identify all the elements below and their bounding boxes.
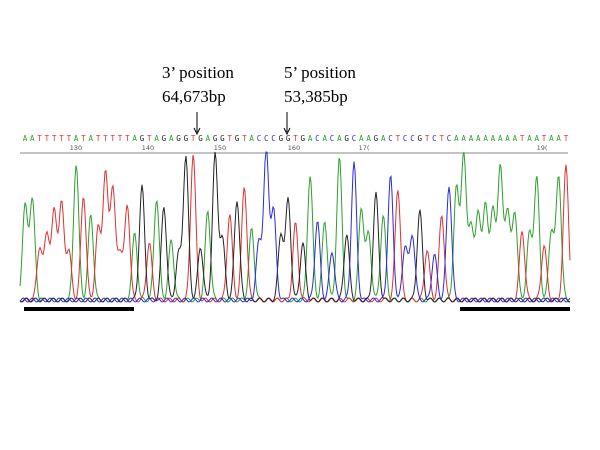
base-call: G [140, 134, 145, 143]
base-call: T [520, 134, 525, 143]
base-call: C [271, 134, 276, 143]
base-call: T [147, 134, 152, 143]
base-call: A [381, 134, 386, 143]
arrow-head [283, 127, 291, 136]
ruler-label: 130 [70, 144, 82, 152]
base-call: T [425, 134, 430, 143]
base-call: A [461, 134, 466, 143]
base-call: A [556, 134, 561, 143]
base-call: C [257, 134, 262, 143]
base-call: A [23, 134, 28, 143]
base-call: T [439, 134, 444, 143]
trace [19, 151, 571, 303]
base-call: T [242, 134, 247, 143]
annotation-value: 64,673bp [162, 87, 226, 106]
base-call: A [505, 134, 510, 143]
base-call: G [418, 134, 423, 143]
base-call: C [264, 134, 269, 143]
base-call: T [96, 134, 101, 143]
base-call: T [103, 134, 108, 143]
base-call: A [206, 134, 211, 143]
base-call: T [191, 134, 196, 143]
base-call: C [315, 134, 320, 143]
base-call: G [344, 134, 349, 143]
ruler-label: 17( [359, 144, 370, 152]
base-call: A [89, 134, 94, 143]
base-call: G [176, 134, 181, 143]
base-call: T [125, 134, 130, 143]
base-call: G [213, 134, 218, 143]
ruler-label: 19( [537, 144, 548, 152]
base-call: A [476, 134, 481, 143]
arrow-head [193, 127, 201, 136]
base-call: A [337, 134, 342, 143]
base-call: A [74, 134, 79, 143]
base-call: A [366, 134, 371, 143]
base-call: A [513, 134, 518, 143]
base-call: A [249, 134, 254, 143]
base-call: G [279, 134, 284, 143]
annotation-label: 5’ position [284, 63, 356, 82]
base-call: T [59, 134, 64, 143]
base-call: C [352, 134, 357, 143]
base-call: T [396, 134, 401, 143]
base-call: G [374, 134, 379, 143]
base-call: A [534, 134, 539, 143]
base-call: G [198, 134, 203, 143]
base-call: T [293, 134, 298, 143]
base-call: T [564, 134, 569, 143]
ruler-label: 150 [214, 144, 226, 152]
base-call: A [483, 134, 488, 143]
base-call: A [30, 134, 35, 143]
base-call: A [454, 134, 459, 143]
base-call: A [359, 134, 364, 143]
base-call: G [286, 134, 291, 143]
base-call: A [549, 134, 554, 143]
base-call: A [469, 134, 474, 143]
base-call: A [169, 134, 174, 143]
base-call: G [162, 134, 167, 143]
base-call: A [527, 134, 532, 143]
base-call: C [403, 134, 408, 143]
base-call: A [498, 134, 503, 143]
base-call: T [227, 134, 232, 143]
base-call: T [67, 134, 72, 143]
annotation-value: 53,385bp [284, 87, 348, 106]
annotation-label: 3’ position [162, 63, 234, 82]
base-call: A [322, 134, 327, 143]
base-call: T [81, 134, 86, 143]
base-call: T [45, 134, 50, 143]
base-call: G [301, 134, 306, 143]
base-call: T [110, 134, 115, 143]
base-call: C [388, 134, 393, 143]
base-call: G [220, 134, 225, 143]
ruler-label: 160 [288, 144, 300, 152]
traces [19, 151, 571, 303]
base-call: G [235, 134, 240, 143]
base-call: A [132, 134, 137, 143]
base-call: A [308, 134, 313, 143]
base-call: A [491, 134, 496, 143]
base-call: T [37, 134, 42, 143]
base-call: T [118, 134, 123, 143]
ruler-label: 140 [142, 144, 154, 152]
base-call: C [410, 134, 415, 143]
base-call: C [432, 134, 437, 143]
base-call: T [542, 134, 547, 143]
base-call: C [447, 134, 452, 143]
base-call: A [154, 134, 159, 143]
base-call: C [330, 134, 335, 143]
base-call: T [52, 134, 57, 143]
base-call: G [184, 134, 189, 143]
